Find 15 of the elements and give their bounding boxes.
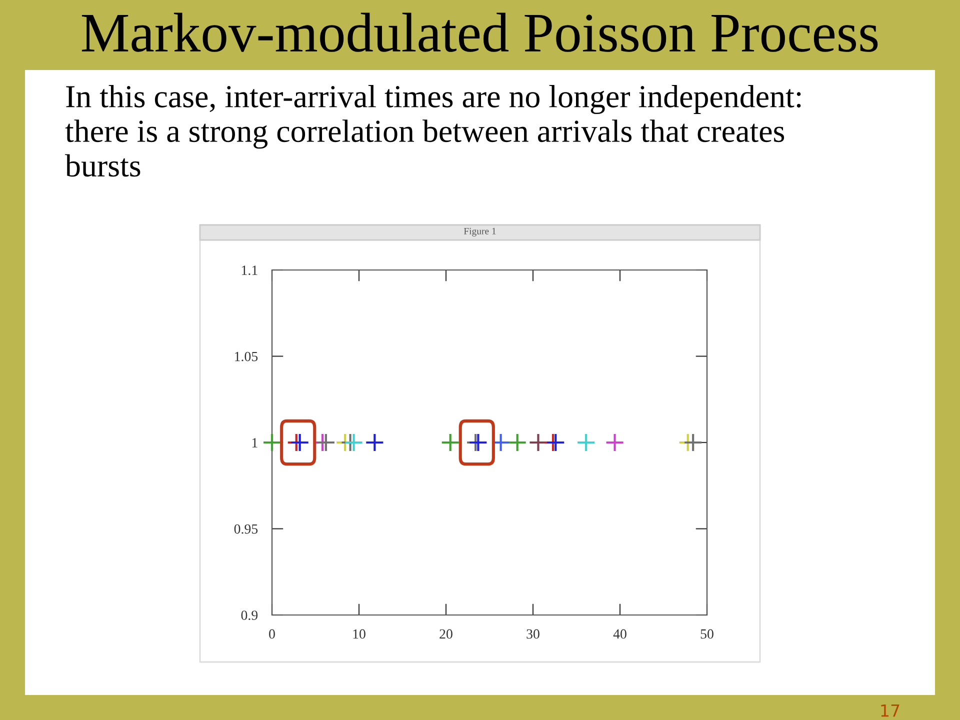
- x-tick-label: 30: [526, 629, 540, 639]
- x-tick-label: 40: [613, 629, 626, 639]
- x-tick-label: 0: [269, 629, 275, 639]
- chart-title: Markov-modulated Poisson Process: [82, 12, 878, 52]
- text: 17: [881, 704, 900, 717]
- chart-subtitle: In this case, inter-arrival times are no longer independent: there is a strong correlation between arrivals that creates bursts: [65, 85, 801, 177]
- y-tick-label: 1.1: [242, 266, 258, 276]
- caption: Figure 1: [464, 228, 496, 236]
- x-tick-label: 10: [353, 629, 366, 639]
- x-tick-label: 50: [700, 629, 714, 639]
- y-tick-label: 1: [252, 438, 258, 448]
- y-tick-label: 1.05: [235, 352, 258, 362]
- x-tick-label: 20: [440, 629, 452, 639]
- y-tick-label: 0.95: [234, 524, 258, 534]
- y-tick-label: 0.9: [241, 610, 258, 620]
